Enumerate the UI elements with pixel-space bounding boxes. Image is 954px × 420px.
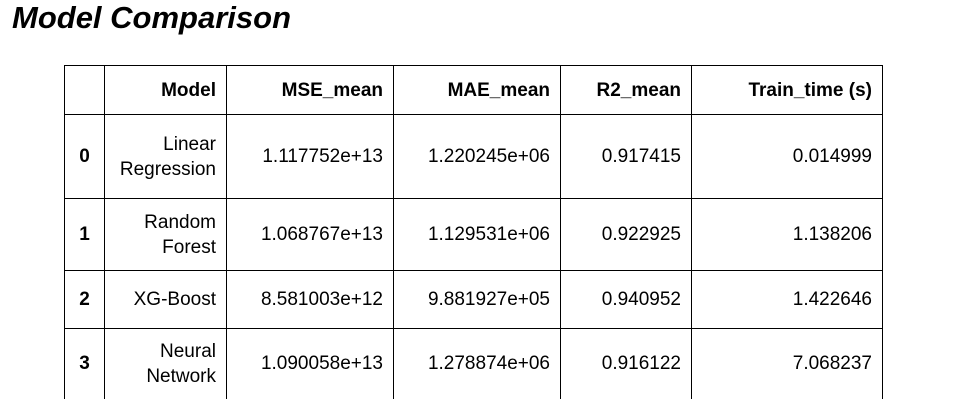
model-name-line: Random [144,211,216,233]
page-title: Model Comparison [12,0,292,35]
header-mae-mean: MAE_mean [393,65,561,115]
model-name-cell: XG-Boost [104,270,227,329]
table-body: 0 Linear Regression 1.117752e+13 1.22024… [64,114,883,399]
header-index [64,65,105,115]
mae-mean-cell: 1.278874e+06 [393,328,561,399]
table-header: Model MSE_mean MAE_mean R2_mean Train_ti… [64,65,883,115]
mse-mean-cell: 1.090058e+13 [226,328,394,399]
r2-mean-cell: 0.922925 [560,198,692,271]
mae-mean-cell: 1.129531e+06 [393,198,561,271]
row-index: 0 [64,114,105,199]
model-name-line: Regression [119,158,216,180]
mse-mean-cell: 1.068767e+13 [226,198,394,271]
row-index: 3 [64,328,105,399]
mae-mean-cell: 9.881927e+05 [393,270,561,329]
table-row: 2 XG-Boost 8.581003e+12 9.881927e+05 0.9… [64,270,883,329]
mae-mean-cell: 1.220245e+06 [393,114,561,199]
train-time-cell: 0.014999 [691,114,883,199]
row-index: 1 [64,198,105,271]
model-name-line: Neural [160,340,216,362]
model-name-line: Linear [163,133,216,155]
train-time-cell: 1.138206 [691,198,883,271]
mse-mean-cell: 1.117752e+13 [226,114,394,199]
header-row: Model MSE_mean MAE_mean R2_mean Train_ti… [64,65,883,115]
mse-mean-cell: 8.581003e+12 [226,270,394,329]
model-name-line: XG-Boost [133,289,216,310]
header-model: Model [104,65,227,115]
model-name-cell: Neural Network [104,328,227,399]
header-r2-mean: R2_mean [560,65,692,115]
row-index: 2 [64,270,105,329]
header-mse-mean: MSE_mean [226,65,394,115]
train-time-cell: 7.068237 [691,328,883,399]
r2-mean-cell: 0.917415 [560,114,692,199]
model-name-line: Forest [162,236,216,258]
model-name-cell: Linear Regression [104,114,227,199]
r2-mean-cell: 0.916122 [560,328,692,399]
model-comparison-table: Model MSE_mean MAE_mean R2_mean Train_ti… [64,65,883,399]
table-row: 1 Random Forest 1.068767e+13 1.129531e+0… [64,198,883,271]
train-time-cell: 1.422646 [691,270,883,329]
model-name-line: Network [146,365,216,387]
table-row: 0 Linear Regression 1.117752e+13 1.22024… [64,114,883,199]
header-train-time: Train_time (s) [691,65,883,115]
model-name-cell: Random Forest [104,198,227,271]
r2-mean-cell: 0.940952 [560,270,692,329]
table-row: 3 Neural Network 1.090058e+13 1.278874e+… [64,328,883,399]
